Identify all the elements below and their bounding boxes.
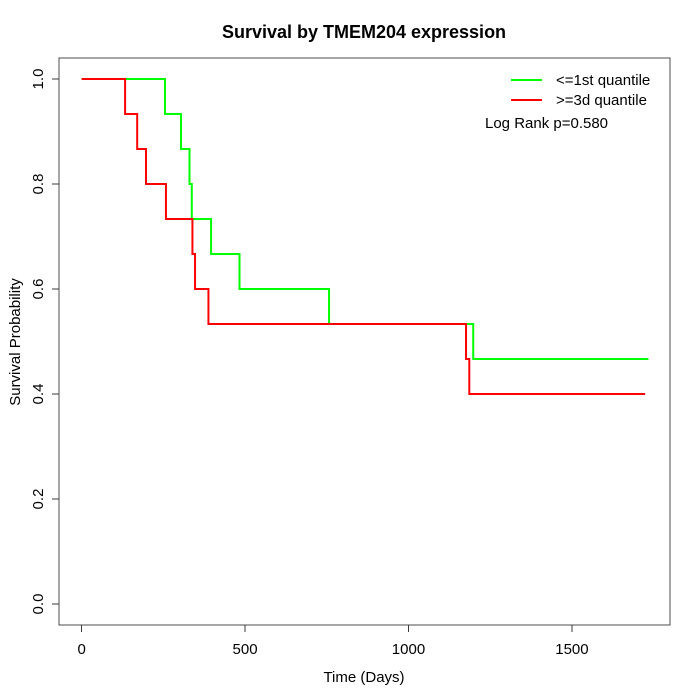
y-tick-label: 0.6 <box>30 279 47 300</box>
x-axis-ticks: 0 500 1000 1500 <box>77 625 589 658</box>
legend-label-first-quantile: <=1st quantile <box>556 72 650 89</box>
x-tick-label: 500 <box>233 641 258 658</box>
logrank-annotation: Log Rank p=0.580 <box>485 115 608 132</box>
y-tick-label: 1.0 <box>30 69 47 90</box>
x-tick-label: 0 <box>77 641 85 658</box>
plot-area-border <box>58 57 671 626</box>
x-axis-label: Time (Days) <box>323 669 404 686</box>
x-tick-label: 1500 <box>555 641 588 658</box>
legend-label-third-quantile: >=3d quantile <box>556 92 647 109</box>
y-axis-label: Survival Probability <box>7 278 24 406</box>
survival-curves <box>81 78 649 395</box>
x-tick-label: 1000 <box>392 641 425 658</box>
page-title: Survival by TMEM204 expression <box>222 22 506 42</box>
y-tick-label: 0.4 <box>30 384 47 405</box>
survival-curve-1 <box>81 78 646 395</box>
legend: <=1st quantile >=3d quantile Log Rank p=… <box>485 72 650 132</box>
y-tick-label: 0.2 <box>30 489 47 510</box>
y-axis-ticks: 0.0 0.2 0.4 0.6 0.8 1.0 <box>30 69 59 615</box>
y-tick-label: 0.8 <box>30 174 47 195</box>
y-tick-label: 0.0 <box>30 594 47 615</box>
